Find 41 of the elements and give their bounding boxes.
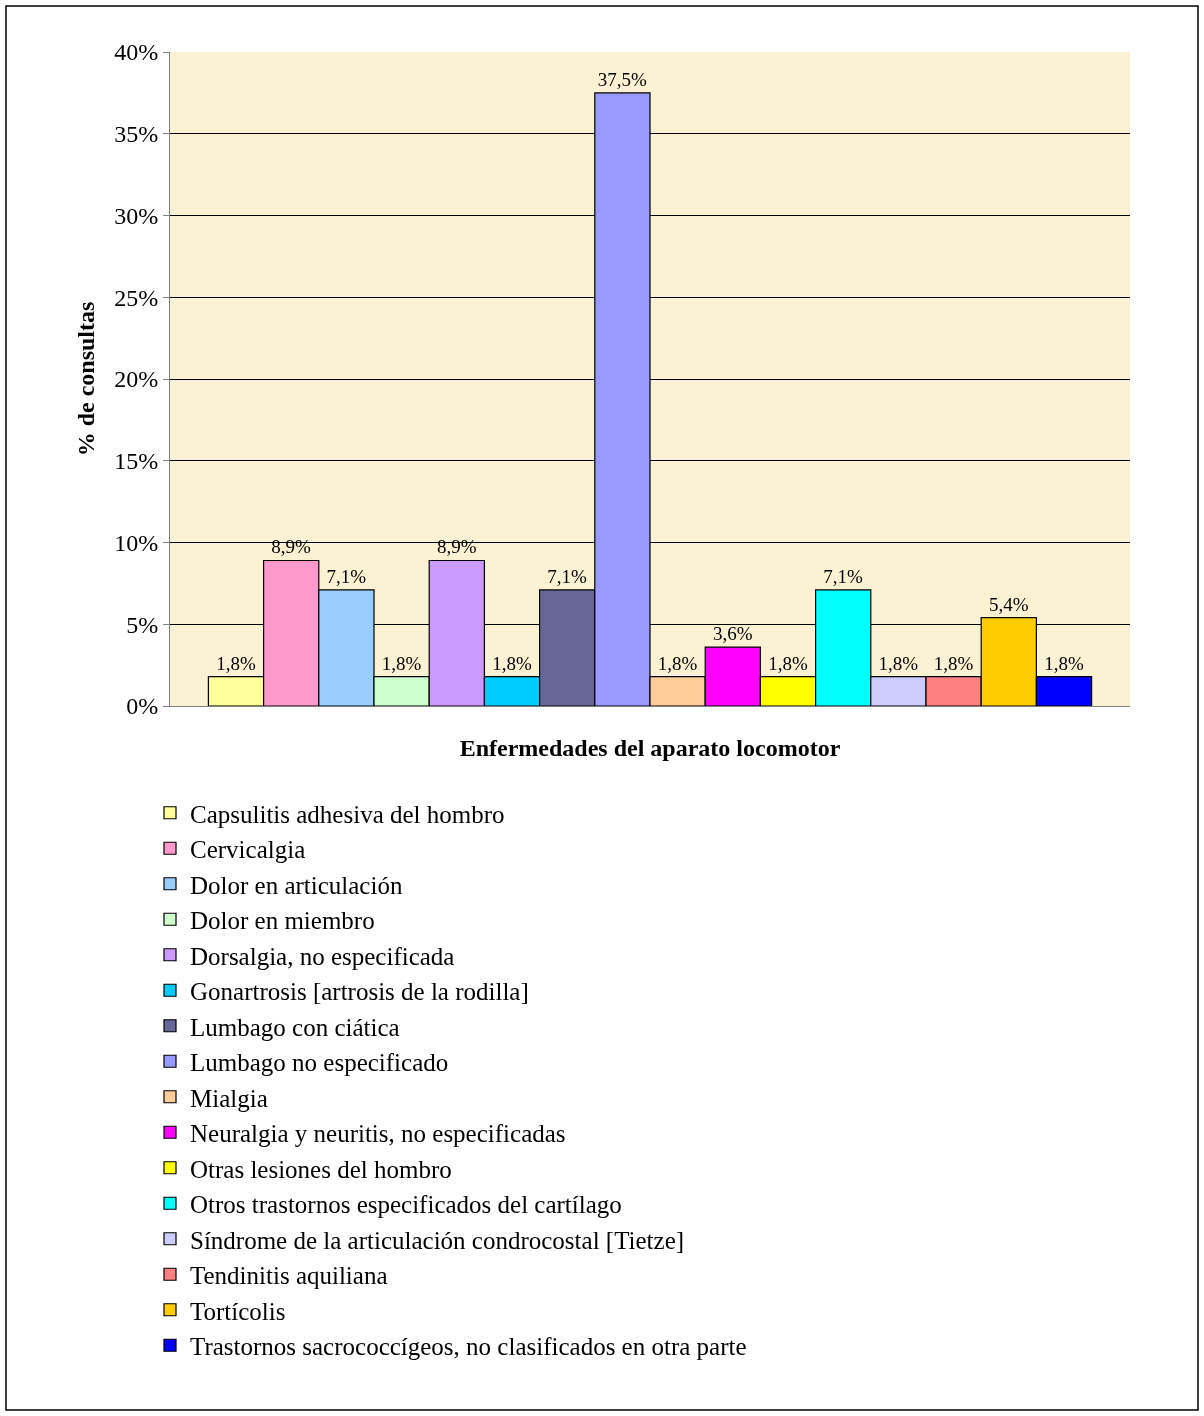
data-label: 1,8% (657, 652, 698, 674)
legend-label: Lumbago con ciática (190, 1013, 400, 1041)
y-axis-title: % de consultas (73, 301, 100, 457)
y-tick-label: 15% (114, 448, 159, 475)
y-tick-label: 10% (114, 529, 159, 556)
data-label: 1,8% (381, 652, 422, 674)
data-label: 3,6% (712, 623, 753, 645)
y-tick-label: 25% (114, 284, 159, 311)
data-label: 7,1% (326, 565, 367, 587)
data-label: 7,1% (823, 565, 864, 587)
legend-label: Dolor en articulación (190, 871, 403, 899)
y-tick-label: 5% (126, 611, 159, 638)
legend-label: Otras lesiones del hombro (190, 1155, 452, 1183)
y-tick-label: 40% (114, 39, 159, 66)
legend-label: Lumbago no especificado (190, 1049, 449, 1076)
legend-label: Trastornos sacrococcígeos, no clasificados en otra parte (190, 1333, 747, 1360)
legend-label: Dorsalgia, no especificada (190, 942, 455, 970)
data-label: 37,5% (597, 68, 648, 90)
data-label: 7,1% (547, 565, 588, 587)
data-label: 1,8% (768, 652, 808, 674)
data-label: 1,8% (216, 652, 256, 674)
legend-label: Mialgia (190, 1084, 268, 1112)
legend-label: Dolor en miembro (190, 907, 375, 934)
legend-label: Cervicalgia (190, 836, 306, 863)
data-label: 5,4% (988, 593, 1029, 615)
x-axis-title: Enfermedades del aparato locomotor (459, 734, 841, 761)
data-label: 1,8% (933, 652, 974, 674)
y-tick-label: 35% (114, 121, 159, 148)
y-tick-label: 0% (126, 693, 159, 720)
legend-label: Síndrome de la articulación condrocostal [Tietze] (190, 1226, 685, 1254)
data-label: 1,8% (492, 652, 532, 674)
y-tick-label: 20% (114, 366, 159, 393)
legend-label: Capsulitis adhesiva del hombro (190, 800, 505, 828)
legend-label: Tortícolis (190, 1297, 286, 1325)
y-tick-label: 30% (114, 202, 159, 229)
legend-label: Neuralgia y neuritis, no especificadas (190, 1120, 566, 1147)
legend-label: Tendinitis aquiliana (190, 1262, 388, 1289)
legend-label: Gonartrosis [artrosis de la rodilla] (190, 978, 529, 1005)
legend-label: Otros trastornos especificados del cartílago (190, 1191, 622, 1218)
data-label: 1,8% (878, 652, 919, 674)
data-label: 1,8% (1044, 652, 1084, 674)
